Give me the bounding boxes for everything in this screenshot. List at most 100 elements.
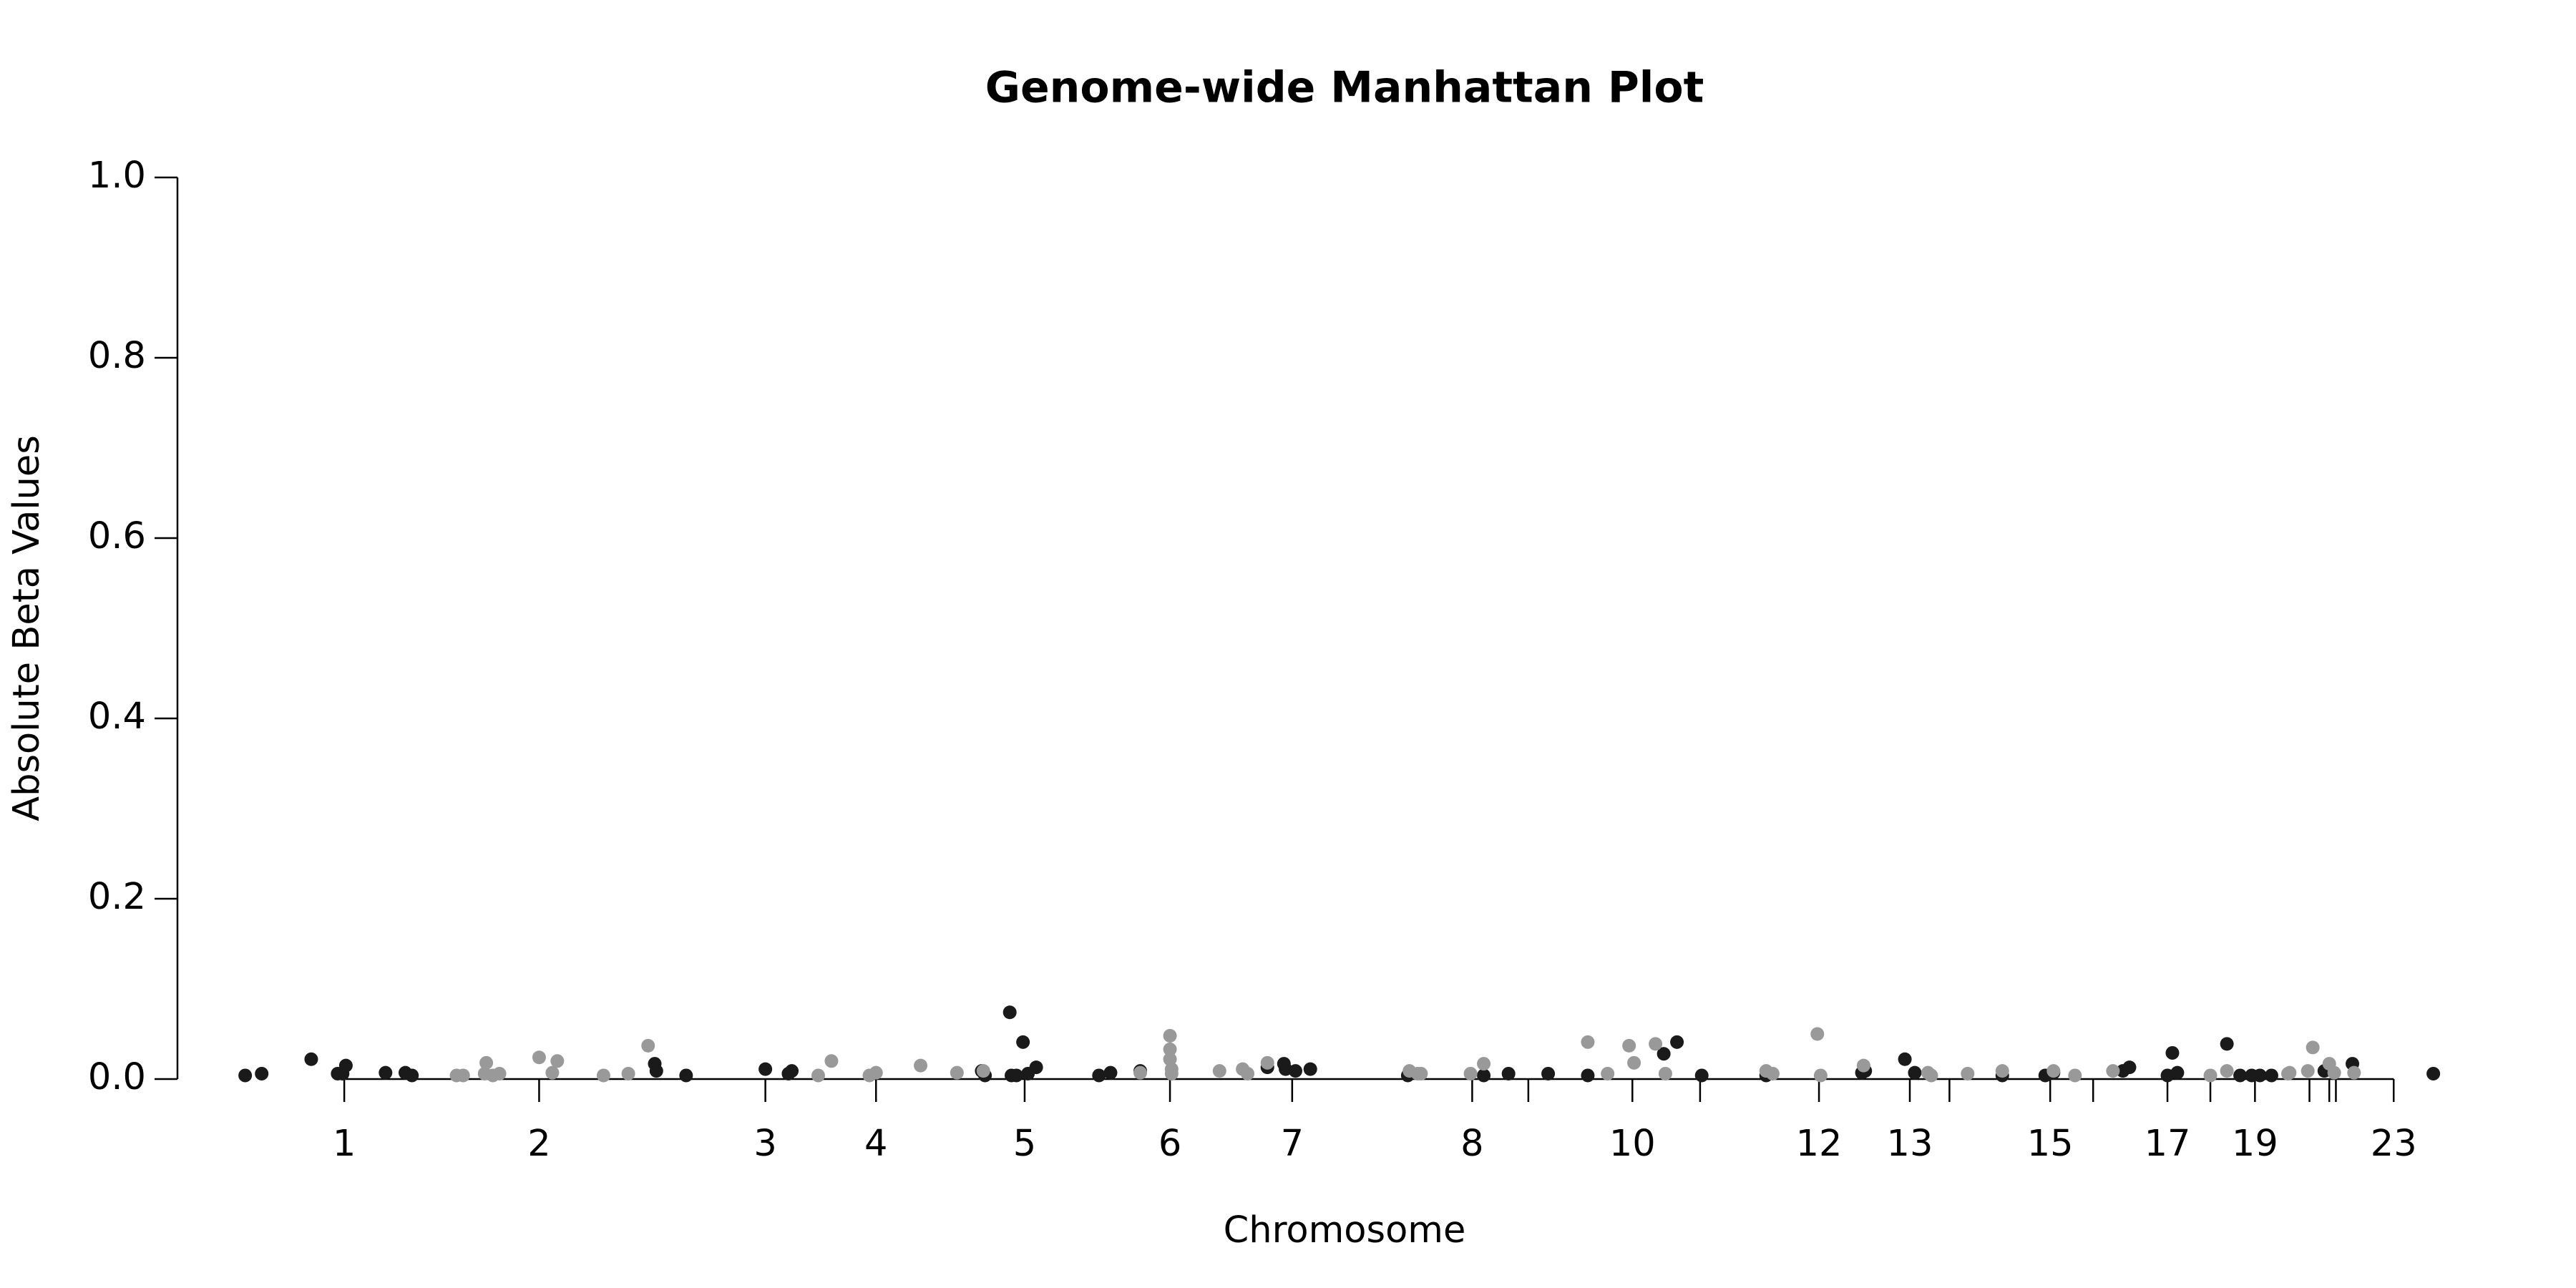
data-point — [679, 1068, 693, 1083]
data-point — [2068, 1068, 2082, 1083]
data-point — [2220, 1037, 2234, 1051]
data-point — [785, 1064, 799, 1078]
data-point — [1961, 1066, 1975, 1080]
data-point — [1601, 1066, 1615, 1080]
data-point — [811, 1068, 825, 1083]
y-tick-label: 0.0 — [88, 1056, 146, 1098]
data-point — [2220, 1064, 2234, 1078]
data-point — [1649, 1037, 1663, 1051]
x-tick-label: 8 — [1460, 1123, 1483, 1165]
y-tick-label: 0.2 — [88, 876, 146, 918]
data-point — [1622, 1038, 1636, 1053]
data-point — [1670, 1035, 1684, 1049]
x-tick-label: 13 — [1887, 1123, 1933, 1165]
y-tick-label: 0.8 — [88, 335, 146, 377]
data-point — [1163, 1029, 1177, 1043]
data-point — [869, 1065, 883, 1080]
data-point — [1898, 1052, 1912, 1066]
data-point — [1501, 1066, 1516, 1080]
data-point — [1581, 1035, 1595, 1049]
data-point — [2253, 1068, 2267, 1083]
data-point — [1765, 1066, 1780, 1080]
data-point — [1009, 1068, 1023, 1083]
data-point — [1002, 1005, 1017, 1020]
data-point — [2426, 1066, 2441, 1080]
y-tick-label: 0.6 — [88, 515, 146, 557]
data-point — [1303, 1062, 1317, 1076]
data-point — [1541, 1066, 1556, 1080]
data-point — [2264, 1068, 2278, 1083]
data-point — [2347, 1065, 2361, 1080]
data-point — [824, 1054, 839, 1068]
y-axis-label: Absolute Beta Values — [6, 435, 48, 821]
data-point — [532, 1050, 546, 1065]
x-tick-label: 19 — [2232, 1123, 2278, 1165]
data-point — [1092, 1068, 1106, 1083]
data-point — [1212, 1064, 1226, 1078]
data-point — [950, 1065, 964, 1080]
data-point — [641, 1038, 655, 1053]
data-point — [379, 1065, 393, 1080]
data-point — [2203, 1068, 2218, 1083]
data-point — [550, 1054, 565, 1068]
data-point — [456, 1068, 470, 1083]
data-point — [2306, 1040, 2320, 1055]
x-tick-label: 10 — [1609, 1123, 1656, 1165]
data-point — [1016, 1035, 1030, 1049]
x-axis-label: Chromosome — [1224, 1209, 1466, 1252]
data-point — [2233, 1068, 2248, 1083]
data-point — [1414, 1066, 1428, 1080]
data-point — [1463, 1066, 1478, 1080]
data-point — [2165, 1045, 2180, 1060]
data-point — [1995, 1064, 2009, 1078]
data-point — [1627, 1055, 1641, 1070]
data-point — [304, 1052, 318, 1066]
data-point — [2301, 1064, 2315, 1078]
x-tick-label: 5 — [1013, 1123, 1036, 1165]
data-point — [976, 1064, 990, 1078]
data-point — [1810, 1027, 1825, 1041]
x-tick-label: 6 — [1158, 1123, 1181, 1165]
x-tick-label: 3 — [753, 1123, 776, 1165]
data-point — [1133, 1065, 1148, 1080]
y-tick-label: 1.0 — [88, 155, 146, 197]
data-point — [1924, 1068, 1938, 1083]
chart-title: Genome-wide Manhattan Plot — [985, 63, 1704, 113]
data-point — [1657, 1047, 1671, 1061]
data-point — [914, 1058, 928, 1073]
data-point — [1241, 1066, 1255, 1080]
data-point — [1477, 1068, 1491, 1083]
x-tick-label: 15 — [2027, 1123, 2074, 1165]
x-tick-label: 17 — [2145, 1123, 2191, 1165]
data-point — [1163, 1042, 1177, 1056]
data-point — [1103, 1065, 1118, 1080]
data-point — [545, 1065, 560, 1080]
data-point — [1288, 1064, 1302, 1078]
data-point — [338, 1058, 353, 1073]
data-point — [621, 1066, 635, 1080]
data-point — [479, 1055, 494, 1070]
data-point — [2327, 1065, 2341, 1080]
y-tick-label: 0.4 — [88, 696, 146, 738]
data-point — [1581, 1068, 1595, 1083]
data-point — [255, 1066, 269, 1080]
data-point — [2106, 1064, 2120, 1078]
data-point — [596, 1068, 610, 1083]
data-point — [1856, 1058, 1870, 1073]
data-point — [649, 1064, 663, 1078]
x-tick-label: 1 — [333, 1123, 356, 1165]
data-point — [1908, 1065, 1922, 1080]
data-point — [405, 1068, 419, 1083]
x-tick-label: 4 — [864, 1123, 887, 1165]
x-tick-label: 12 — [1796, 1123, 1843, 1165]
data-point — [1260, 1055, 1274, 1070]
x-tick-label: 2 — [527, 1123, 550, 1165]
x-tick-label: 7 — [1281, 1123, 1304, 1165]
data-point — [492, 1066, 507, 1080]
data-point — [1164, 1066, 1179, 1080]
data-point — [2283, 1065, 2297, 1080]
data-point — [1694, 1068, 1709, 1083]
data-point — [1813, 1068, 1828, 1083]
data-point — [758, 1062, 773, 1076]
